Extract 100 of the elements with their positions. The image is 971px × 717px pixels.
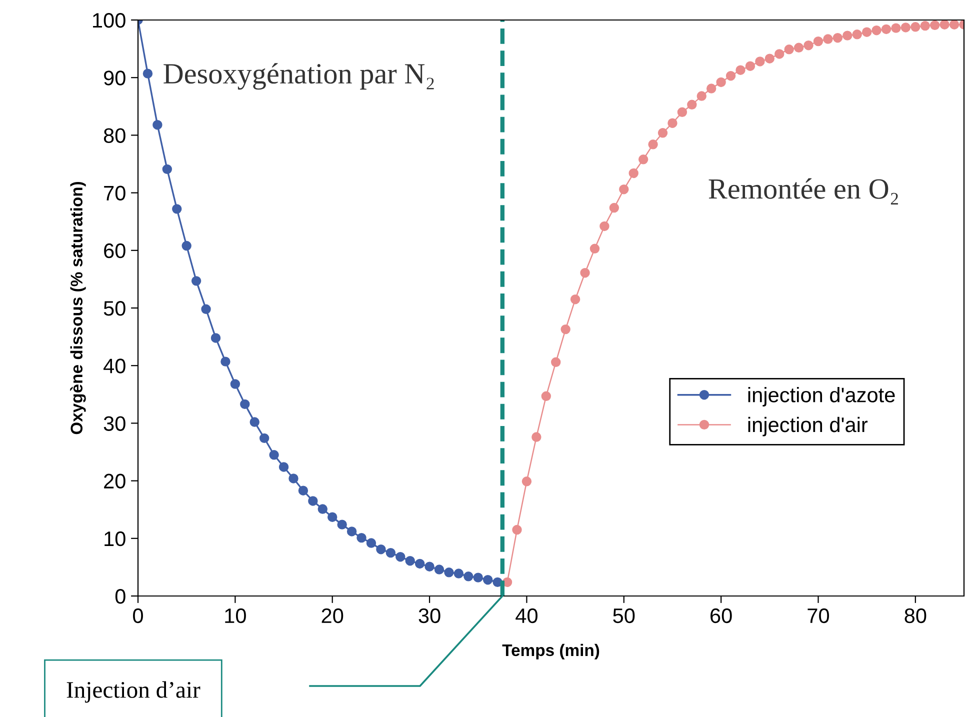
point bbox=[658, 128, 668, 138]
point bbox=[813, 36, 824, 46]
point bbox=[784, 44, 794, 54]
y-tick-label: 90 bbox=[104, 70, 126, 86]
y-tick-label: 50 bbox=[104, 301, 126, 316]
point bbox=[201, 304, 211, 314]
y-tick-label: 10 bbox=[104, 531, 126, 546]
point bbox=[794, 42, 804, 53]
annotation: Remontée en O₂ bbox=[708, 178, 898, 204]
point bbox=[405, 556, 415, 566]
point bbox=[891, 23, 901, 33]
point bbox=[396, 552, 406, 562]
point bbox=[677, 107, 688, 118]
point bbox=[832, 32, 843, 43]
legend-label: injection d'azote bbox=[748, 387, 895, 406]
point bbox=[182, 240, 192, 251]
point bbox=[628, 168, 638, 178]
point bbox=[522, 476, 532, 486]
point bbox=[269, 450, 279, 460]
point bbox=[668, 118, 678, 128]
point bbox=[376, 544, 386, 554]
point bbox=[142, 68, 153, 78]
x-tick-label: 30 bbox=[418, 608, 440, 624]
y-tick-label: 60 bbox=[104, 243, 126, 258]
point bbox=[288, 474, 298, 484]
point bbox=[910, 22, 920, 32]
point bbox=[220, 356, 230, 366]
point bbox=[872, 26, 882, 36]
point bbox=[745, 61, 756, 71]
y-tick-label: 100 bbox=[93, 13, 126, 28]
point bbox=[920, 20, 930, 31]
legend-label: injection d'air bbox=[748, 416, 868, 436]
point bbox=[862, 27, 872, 37]
point bbox=[318, 504, 328, 514]
point bbox=[298, 486, 308, 496]
y-tick-label: 0 bbox=[115, 589, 126, 604]
point bbox=[434, 564, 444, 574]
annotation: Desoxygénation par N₂ bbox=[164, 63, 434, 90]
point bbox=[308, 496, 318, 506]
point bbox=[716, 77, 726, 88]
point bbox=[852, 30, 862, 40]
point bbox=[619, 184, 629, 194]
point bbox=[230, 379, 240, 389]
point bbox=[696, 91, 706, 101]
point bbox=[541, 391, 552, 401]
point bbox=[900, 22, 911, 32]
x-axis-title: Temps (min) bbox=[502, 644, 600, 660]
point bbox=[162, 164, 172, 174]
point bbox=[726, 71, 736, 81]
point bbox=[327, 512, 338, 522]
point bbox=[278, 462, 289, 472]
point bbox=[444, 568, 454, 578]
point bbox=[881, 24, 892, 34]
point bbox=[842, 30, 852, 40]
point bbox=[590, 244, 600, 254]
point bbox=[570, 294, 580, 304]
point bbox=[930, 20, 940, 30]
point bbox=[823, 34, 833, 44]
point bbox=[638, 154, 648, 164]
point bbox=[386, 548, 396, 558]
y-tick-label: 70 bbox=[104, 186, 126, 201]
point bbox=[250, 417, 260, 427]
point bbox=[580, 268, 590, 278]
point bbox=[210, 333, 221, 343]
x-tick-label: 40 bbox=[516, 608, 538, 624]
point bbox=[464, 572, 474, 582]
y-tick-label: 40 bbox=[104, 358, 126, 374]
point bbox=[706, 84, 716, 94]
x-tick-label: 0 bbox=[133, 608, 143, 624]
y-tick-label: 80 bbox=[104, 128, 126, 143]
x-tick-label: 80 bbox=[904, 608, 926, 624]
point bbox=[191, 276, 202, 286]
y-axis-title: Oxygène dissous (% saturation) bbox=[70, 182, 86, 434]
point bbox=[337, 520, 347, 530]
x-tick-label: 50 bbox=[613, 608, 635, 624]
point bbox=[259, 433, 270, 444]
point bbox=[755, 56, 765, 66]
point bbox=[346, 526, 357, 536]
x-tick-label: 10 bbox=[225, 608, 246, 624]
point bbox=[736, 65, 746, 75]
point bbox=[560, 324, 570, 334]
point bbox=[482, 575, 493, 585]
point bbox=[764, 54, 775, 64]
point bbox=[172, 204, 182, 214]
point bbox=[949, 20, 960, 30]
x-tick-label: 20 bbox=[322, 608, 344, 624]
point bbox=[366, 538, 376, 548]
x-tick-label: 60 bbox=[710, 608, 732, 624]
y-tick-label: 30 bbox=[104, 416, 126, 431]
point bbox=[774, 49, 784, 59]
point bbox=[804, 40, 814, 50]
point bbox=[609, 202, 620, 213]
text: Injection d’air bbox=[66, 681, 200, 703]
point bbox=[512, 524, 522, 535]
point bbox=[532, 432, 542, 442]
point bbox=[454, 568, 464, 578]
point bbox=[940, 20, 950, 30]
point bbox=[648, 140, 658, 150]
point bbox=[414, 558, 425, 569]
x-tick-label: 70 bbox=[808, 608, 830, 624]
